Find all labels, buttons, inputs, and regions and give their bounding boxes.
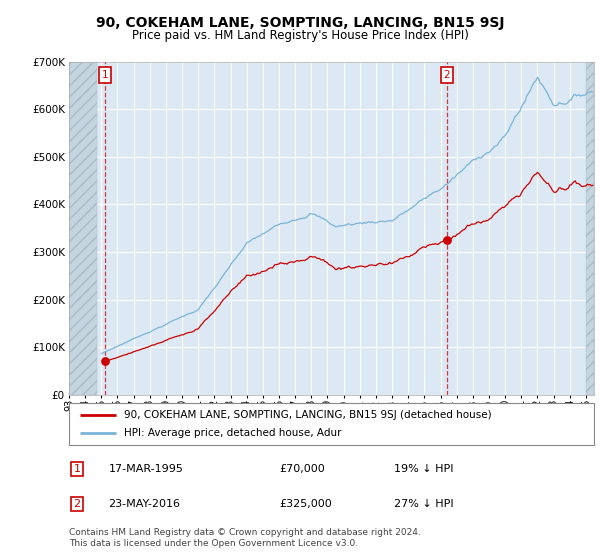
Point — [100, 357, 109, 366]
Text: 27% ↓ HPI: 27% ↓ HPI — [395, 499, 454, 509]
Text: 17-MAR-1995: 17-MAR-1995 — [109, 464, 183, 474]
Text: £325,000: £325,000 — [279, 499, 332, 509]
Text: 2: 2 — [443, 70, 450, 80]
Text: £70,000: £70,000 — [279, 464, 325, 474]
Text: Price paid vs. HM Land Registry's House Price Index (HPI): Price paid vs. HM Land Registry's House … — [131, 29, 469, 42]
Text: 23-MAY-2016: 23-MAY-2016 — [109, 499, 181, 509]
Bar — [586, 62, 594, 395]
Text: 1: 1 — [73, 464, 80, 474]
Text: 90, COKEHAM LANE, SOMPTING, LANCING, BN15 9SJ (detached house): 90, COKEHAM LANE, SOMPTING, LANCING, BN1… — [124, 410, 492, 420]
Text: 19% ↓ HPI: 19% ↓ HPI — [395, 464, 454, 474]
Bar — [69, 62, 97, 395]
Point — [442, 236, 452, 245]
Text: 1: 1 — [101, 70, 108, 80]
Text: HPI: Average price, detached house, Adur: HPI: Average price, detached house, Adur — [124, 428, 341, 438]
Text: 90, COKEHAM LANE, SOMPTING, LANCING, BN15 9SJ: 90, COKEHAM LANE, SOMPTING, LANCING, BN1… — [96, 16, 504, 30]
FancyBboxPatch shape — [69, 403, 594, 445]
Text: 2: 2 — [73, 499, 80, 509]
Text: Contains HM Land Registry data © Crown copyright and database right 2024.
This d: Contains HM Land Registry data © Crown c… — [69, 528, 421, 548]
